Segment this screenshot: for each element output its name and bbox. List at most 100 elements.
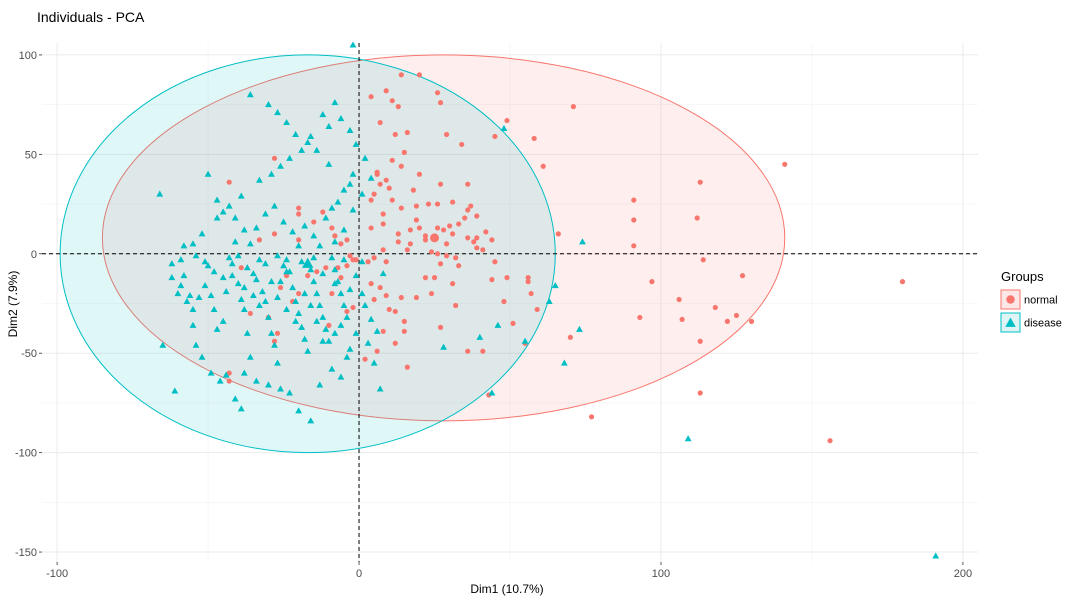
chart-title: Individuals - PCA bbox=[37, 9, 145, 25]
point-disease bbox=[277, 278, 284, 285]
ellipse-normal bbox=[101, 54, 786, 422]
point-normal bbox=[459, 141, 465, 148]
point-disease bbox=[307, 301, 315, 309]
point-normal bbox=[504, 117, 510, 124]
point-normal bbox=[350, 304, 356, 311]
point-disease bbox=[358, 289, 366, 297]
point-normal bbox=[422, 233, 429, 239]
point-disease bbox=[249, 270, 257, 277]
point-disease bbox=[246, 91, 254, 98]
point-disease bbox=[231, 395, 239, 402]
point-disease bbox=[316, 381, 324, 388]
point-disease bbox=[367, 174, 375, 181]
point-normal bbox=[323, 265, 329, 271]
y-tick-label: 50 bbox=[25, 149, 37, 161]
point-normal bbox=[326, 322, 332, 328]
point-disease bbox=[352, 329, 360, 336]
point-normal bbox=[368, 281, 374, 287]
point-normal bbox=[434, 90, 441, 96]
point-disease bbox=[331, 99, 339, 106]
point-normal bbox=[383, 292, 389, 299]
point-normal bbox=[700, 257, 706, 263]
point-normal bbox=[377, 181, 383, 187]
point-disease bbox=[271, 202, 278, 209]
point-disease bbox=[243, 329, 251, 336]
point-disease bbox=[189, 240, 197, 247]
point-disease bbox=[298, 146, 306, 153]
y-tick-label: 100 bbox=[19, 50, 37, 62]
point-normal bbox=[631, 217, 637, 223]
y-tick-label: 0 bbox=[31, 249, 37, 261]
point-disease bbox=[376, 385, 384, 392]
point-normal bbox=[440, 227, 447, 233]
point-disease bbox=[295, 309, 303, 316]
point-normal bbox=[368, 94, 374, 100]
point-normal bbox=[434, 225, 441, 231]
point-normal bbox=[386, 306, 392, 313]
point-normal bbox=[374, 348, 380, 354]
point-disease bbox=[240, 283, 248, 291]
point-disease bbox=[289, 228, 297, 235]
point-disease bbox=[240, 226, 248, 233]
point-normal bbox=[338, 275, 344, 281]
point-disease bbox=[213, 325, 221, 332]
point-normal bbox=[380, 247, 386, 253]
point-disease bbox=[210, 305, 218, 312]
point-disease bbox=[367, 315, 375, 322]
point-disease bbox=[334, 198, 342, 205]
point-normal bbox=[422, 237, 429, 243]
point-disease bbox=[277, 385, 284, 392]
point-normal bbox=[443, 253, 450, 259]
point-disease bbox=[476, 333, 484, 340]
point-disease bbox=[364, 339, 372, 346]
point-normal bbox=[434, 201, 441, 207]
point-disease bbox=[177, 256, 185, 263]
point-normal bbox=[338, 241, 344, 247]
point-disease bbox=[189, 305, 197, 312]
point-disease bbox=[313, 289, 321, 297]
point-disease bbox=[219, 317, 227, 324]
y-axis-label: Dim2 (7.9%) bbox=[6, 271, 20, 338]
point-normal bbox=[525, 275, 531, 281]
point-disease bbox=[319, 110, 327, 118]
point-normal bbox=[413, 217, 419, 223]
point-normal bbox=[398, 205, 404, 211]
point-disease bbox=[258, 287, 266, 295]
x-axis-label: Dim1 (10.7%) bbox=[470, 582, 543, 596]
point-normal bbox=[694, 215, 700, 221]
point-disease bbox=[268, 170, 275, 177]
grid bbox=[42, 43, 978, 562]
point-disease bbox=[349, 206, 357, 213]
point-disease bbox=[325, 337, 333, 344]
point-disease bbox=[201, 281, 209, 289]
point-normal bbox=[474, 245, 480, 251]
point-disease bbox=[343, 313, 351, 320]
point-normal bbox=[401, 328, 407, 334]
point-disease bbox=[307, 132, 315, 139]
point-disease bbox=[189, 321, 197, 328]
point-normal bbox=[274, 330, 281, 336]
point-normal bbox=[456, 221, 462, 227]
x-tick-label: 0 bbox=[356, 568, 362, 580]
point-normal bbox=[453, 302, 459, 309]
point-disease bbox=[262, 210, 269, 217]
point-disease bbox=[328, 254, 336, 261]
point-disease bbox=[337, 289, 345, 297]
point-disease bbox=[295, 407, 303, 414]
point-disease bbox=[361, 301, 369, 309]
point-disease bbox=[174, 289, 182, 297]
point-normal bbox=[428, 290, 435, 297]
point-disease bbox=[328, 204, 336, 211]
point-disease bbox=[373, 327, 381, 334]
point-normal bbox=[501, 298, 507, 305]
point-disease bbox=[207, 291, 215, 299]
point-disease bbox=[331, 280, 339, 287]
x-tick-label: 100 bbox=[652, 568, 670, 580]
x-tick-label: -100 bbox=[46, 568, 68, 580]
point-normal bbox=[271, 231, 278, 237]
point-disease bbox=[252, 377, 260, 384]
point-disease bbox=[274, 108, 281, 116]
point-normal bbox=[380, 221, 386, 227]
point-normal bbox=[697, 338, 703, 344]
